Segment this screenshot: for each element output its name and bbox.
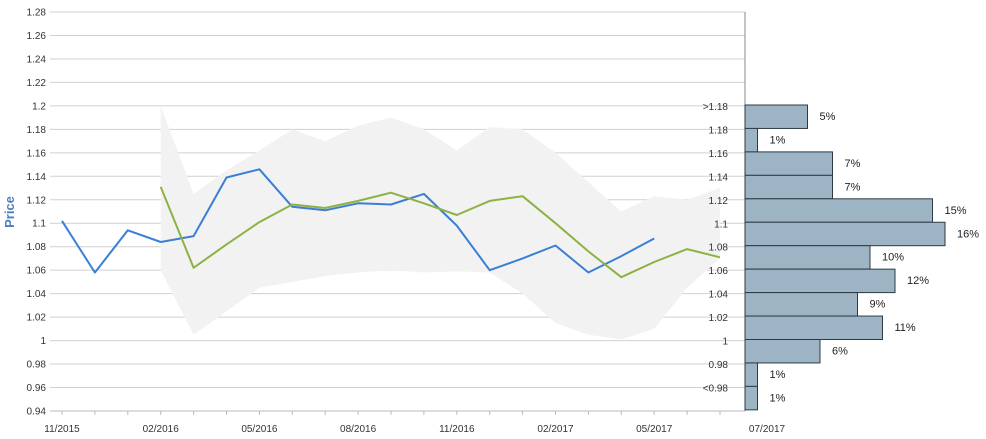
histogram-bar bbox=[744, 198, 933, 223]
y-tick-label: 0.98 bbox=[27, 360, 47, 371]
histogram-bin-label: 1.12 bbox=[709, 196, 729, 207]
histogram-bar bbox=[744, 174, 833, 200]
histogram-bar bbox=[744, 151, 833, 176]
x-tick-label: 05/2017 bbox=[636, 424, 673, 435]
histogram-bar bbox=[744, 104, 808, 129]
y-tick-label: 1.2 bbox=[32, 101, 46, 112]
axes: 0.94 0.96 0.98 1 1.02 1.04 1.06 1.08 1.1 1.12 1.14… bbox=[27, 8, 786, 436]
histogram: >1.185%1.181%1.167%1.147%1.1215%1.116%1.… bbox=[703, 102, 979, 411]
series-line-1 bbox=[61, 168, 655, 274]
y-tick-label: 1.26 bbox=[27, 31, 47, 42]
histogram-bar bbox=[744, 127, 758, 153]
histogram-percent-label: 1% bbox=[770, 369, 786, 381]
histogram-percent-label: 15% bbox=[945, 205, 967, 217]
histogram-percent-label: 16% bbox=[957, 228, 979, 240]
histogram-bin-label: 1 bbox=[722, 337, 728, 348]
histogram-bar bbox=[744, 362, 758, 387]
histogram-bin-label: 1.14 bbox=[709, 172, 729, 183]
histogram-bar bbox=[744, 268, 896, 294]
histogram-bin-label: 1.16 bbox=[709, 149, 729, 160]
y-tick-label: 1.1 bbox=[32, 219, 46, 230]
confidence-band bbox=[160, 105, 720, 340]
y-tick-label: 1.18 bbox=[27, 125, 47, 136]
histogram-percent-label: 11% bbox=[895, 322, 916, 334]
y-tick-label: 1.02 bbox=[27, 313, 47, 324]
y-tick-label: 1.08 bbox=[27, 242, 47, 253]
x-tick-label: 05/2016 bbox=[241, 424, 278, 435]
x-tick-label: 02/2016 bbox=[143, 424, 180, 435]
histogram-bin-label: 1.08 bbox=[709, 243, 729, 254]
y-tick-label: 1.14 bbox=[27, 172, 47, 183]
y-axis-label: Price bbox=[2, 196, 17, 228]
histogram-bar bbox=[744, 385, 758, 411]
histogram-bin-label: 1.1 bbox=[714, 219, 728, 230]
series-line-2 bbox=[159, 186, 721, 279]
histogram-bin-label: 1.18 bbox=[709, 125, 729, 136]
histogram-bar bbox=[744, 221, 946, 247]
histogram-bin-label: 1.02 bbox=[709, 313, 729, 324]
x-tick-label: 11/2016 bbox=[439, 424, 475, 435]
histogram-bin-label: 1.04 bbox=[709, 290, 729, 301]
histogram-percent-label: 10% bbox=[882, 252, 904, 264]
histogram-percent-label: 7% bbox=[845, 158, 861, 170]
y-tick-label: 1.16 bbox=[27, 148, 47, 159]
histogram-percent-label: 9% bbox=[870, 299, 886, 311]
y-tick-label: 1.06 bbox=[27, 266, 47, 277]
histogram-percent-label: 5% bbox=[820, 111, 836, 123]
y-tick-label: 1.24 bbox=[27, 54, 47, 65]
y-tick-label: 0.96 bbox=[27, 383, 47, 394]
y-tick-label: 0.94 bbox=[27, 407, 47, 418]
histogram-bar bbox=[744, 339, 821, 364]
histogram-bin-label: <0.98 bbox=[703, 383, 729, 394]
histogram-percent-label: 1% bbox=[770, 392, 786, 404]
histogram-percent-label: 12% bbox=[907, 275, 929, 287]
y-tick-label: 1.04 bbox=[27, 289, 47, 300]
histogram-bin-label: 1.06 bbox=[709, 266, 729, 277]
histogram-bin-label: >1.18 bbox=[703, 102, 729, 113]
y-tick-label: 1.22 bbox=[27, 78, 47, 89]
x-tick-label: 07/2017 bbox=[749, 424, 786, 435]
histogram-percent-label: 6% bbox=[832, 346, 848, 358]
x-tick-label: 08/2016 bbox=[340, 424, 377, 435]
y-tick-label: 1.28 bbox=[27, 8, 47, 19]
histogram-percent-label: 1% bbox=[770, 134, 786, 146]
y-tick-label: 1.12 bbox=[27, 195, 47, 206]
histogram-percent-label: 7% bbox=[845, 181, 861, 193]
histogram-bin-label: 0.98 bbox=[709, 360, 729, 371]
histogram-bar bbox=[744, 292, 858, 317]
series-lines bbox=[61, 168, 721, 279]
x-tick-label: 02/2017 bbox=[537, 424, 574, 435]
confidence-band-area bbox=[160, 105, 720, 340]
histogram-bar bbox=[744, 245, 871, 270]
histogram-bar bbox=[744, 315, 883, 340]
x-tick-label: 11/2015 bbox=[44, 424, 80, 435]
y-tick-label: 1 bbox=[40, 336, 46, 347]
